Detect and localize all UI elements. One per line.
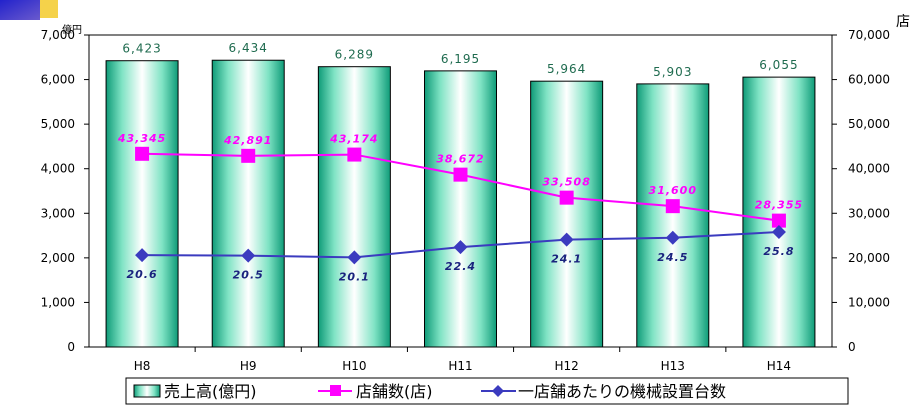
left-axis-unit: 億円 bbox=[62, 23, 82, 36]
legend: 売上高(億円) 店舗数(店) 一店舗あたりの機械設置台数 bbox=[125, 377, 849, 405]
right-axis-tick-label: 10,000 bbox=[848, 295, 890, 309]
left-axis-tick-label: 0 bbox=[67, 340, 75, 354]
left-axis-tick-label: 2,000 bbox=[41, 251, 75, 265]
machines-per-store-value-label: 20.1 bbox=[339, 270, 370, 283]
left-axis-tick-label: 7,000 bbox=[41, 28, 75, 42]
left-axis-tick-label: 1,000 bbox=[41, 295, 75, 309]
machines-per-store-marker bbox=[135, 248, 150, 263]
sales-bar-value-label: 5,964 bbox=[547, 62, 586, 76]
sales-bar bbox=[317, 66, 391, 348]
right-axis: 0 10,000 20,000 30,000 40,000 50,000 60,000 70,… bbox=[832, 28, 890, 354]
store-count-series: 43,345 42,891 43,174 38,672 33,508 31,600 28,3… bbox=[117, 132, 803, 228]
store-count-value-label: 33,508 bbox=[542, 176, 590, 189]
store-count-value-label: 38,672 bbox=[436, 153, 484, 166]
right-axis-tick-label: 50,000 bbox=[848, 117, 890, 131]
store-count-value-label: 43,345 bbox=[117, 132, 166, 145]
sales-bar-value-label: 6,289 bbox=[335, 48, 374, 62]
store-count-marker bbox=[241, 148, 256, 163]
bar-series bbox=[105, 59, 816, 348]
legend-bar-label: 売上高(億円) bbox=[164, 382, 257, 401]
legend-bar-swatch bbox=[133, 384, 161, 398]
left-axis-tick-label: 6,000 bbox=[41, 73, 75, 87]
right-axis-tick-label: 30,000 bbox=[848, 206, 890, 220]
x-axis-tick-label: H11 bbox=[448, 359, 472, 373]
store-count-marker bbox=[347, 147, 362, 162]
store-count-value-label: 43,174 bbox=[329, 133, 378, 146]
sales-bar bbox=[742, 76, 816, 348]
right-axis-tick-label: 60,000 bbox=[848, 73, 890, 87]
store-count-marker bbox=[453, 167, 468, 182]
sales-bar-value-label: 6,434 bbox=[229, 41, 268, 55]
x-axis-tick-label: H13 bbox=[661, 359, 685, 373]
sales-bar bbox=[530, 80, 604, 348]
machines-per-store-series: 20.6 20.5 20.1 22.4 24.1 24.5 25.8 bbox=[127, 225, 794, 283]
machines-per-store-value-label: 20.6 bbox=[127, 268, 158, 281]
sales-bar bbox=[424, 70, 497, 348]
legend-store-marker bbox=[330, 385, 341, 396]
sales-bar bbox=[211, 59, 285, 348]
store-count-value-label: 31,600 bbox=[649, 184, 697, 197]
machines-per-store-marker bbox=[453, 240, 468, 255]
machines-per-store-marker bbox=[241, 248, 256, 263]
legend-mach-label: 一店舗あたりの機械設置台数 bbox=[518, 382, 726, 401]
machines-per-store-marker bbox=[559, 232, 574, 247]
machines-per-store-value-label: 24.1 bbox=[551, 253, 582, 266]
left-axis-tick-label: 3,000 bbox=[41, 206, 75, 220]
store-count-marker bbox=[135, 146, 150, 161]
sales-bar-value-label: 6,195 bbox=[441, 52, 480, 66]
machines-per-store-marker bbox=[771, 225, 786, 240]
sales-bar-value-label: 6,055 bbox=[759, 58, 798, 72]
x-axis-tick-label: H9 bbox=[240, 359, 257, 373]
x-axis-tick-label: H10 bbox=[342, 359, 366, 373]
right-axis-tick-label: 20,000 bbox=[848, 251, 890, 265]
sales-bar-value-label: 6,423 bbox=[122, 42, 161, 56]
right-axis-unit: 店 bbox=[896, 14, 910, 30]
legend-store-label: 店舗数(店) bbox=[356, 382, 433, 401]
machines-per-store-value-label: 22.4 bbox=[445, 260, 476, 273]
right-axis-tick-label: 70,000 bbox=[848, 28, 890, 42]
left-axis: 0 1,000 2,000 3,000 4,000 5,000 6,000 7,000 bbox=[41, 28, 89, 354]
left-axis-tick-label: 4,000 bbox=[41, 162, 75, 176]
store-count-value-label: 42,891 bbox=[223, 134, 272, 147]
left-axis-tick-label: 5,000 bbox=[41, 117, 75, 131]
machines-per-store-marker bbox=[347, 250, 362, 265]
machines-per-store-value-label: 25.8 bbox=[763, 245, 794, 258]
store-count-value-label: 28,355 bbox=[755, 199, 803, 212]
legend-mach-marker bbox=[492, 385, 504, 397]
x-axis: H8 H9 H10 H11 H12 H13 H14 bbox=[134, 347, 791, 373]
machines-per-store-value-label: 24.5 bbox=[657, 251, 688, 264]
store-count-marker bbox=[771, 213, 786, 228]
sales-bar bbox=[636, 83, 710, 348]
store-count-marker bbox=[665, 199, 680, 214]
sales-bar-value-label: 5,903 bbox=[653, 65, 692, 79]
right-axis-tick-label: 0 bbox=[848, 340, 856, 354]
machines-per-store-value-label: 20.5 bbox=[233, 269, 264, 282]
store-count-marker bbox=[559, 190, 574, 205]
right-axis-tick-label: 40,000 bbox=[848, 162, 890, 176]
machines-per-store-marker bbox=[665, 230, 680, 245]
x-axis-tick-label: H12 bbox=[554, 359, 578, 373]
bar-value-labels: 6,423 6,434 6,289 6,195 5,964 5,903 6,055 bbox=[122, 41, 798, 79]
x-axis-tick-label: H8 bbox=[134, 359, 151, 373]
corner-decoration bbox=[0, 0, 58, 20]
sales-bar bbox=[105, 60, 179, 348]
x-axis-tick-label: H14 bbox=[767, 359, 791, 373]
